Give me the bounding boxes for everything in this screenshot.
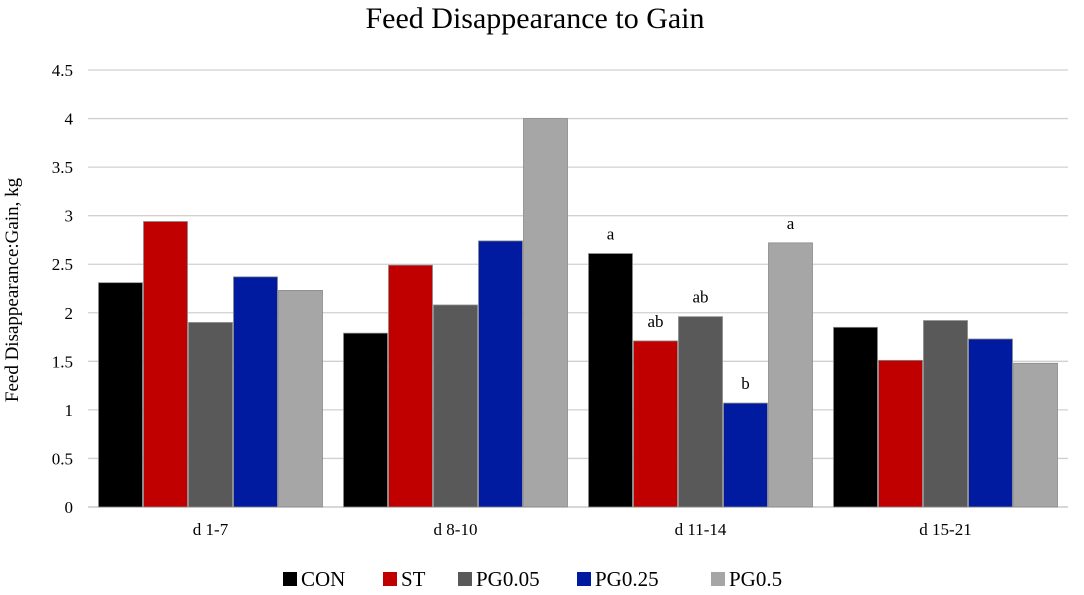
bar-pg05-0 xyxy=(279,290,323,507)
y-tick-label: 4.5 xyxy=(52,61,73,80)
bar-pg025-2 xyxy=(724,403,768,507)
significance-letter: ab xyxy=(647,312,663,331)
significance-letter: b xyxy=(741,374,750,393)
legend-swatch-pg005 xyxy=(458,572,472,586)
x-category-label: d 1-7 xyxy=(193,520,229,539)
significance-letter: a xyxy=(607,225,615,244)
legend-swatch-pg025 xyxy=(577,572,591,586)
bar-chart: Feed Disappearance to Gain Feed Disappea… xyxy=(0,0,1084,595)
bar-con-1 xyxy=(344,333,388,507)
bar-con-2 xyxy=(589,254,633,507)
bar-st-0 xyxy=(144,221,188,507)
y-tick-label: 3 xyxy=(65,207,74,226)
bar-pg005-0 xyxy=(189,322,233,507)
legend-swatch-pg05 xyxy=(711,572,725,586)
bar-pg005-3 xyxy=(924,321,968,507)
y-tick-label: 1.5 xyxy=(52,352,73,371)
y-tick-label: 3.5 xyxy=(52,158,73,177)
legend-label: PG0.05 xyxy=(476,567,540,591)
y-tick-label: 2.5 xyxy=(52,255,73,274)
significance-letter: ab xyxy=(692,288,708,307)
bar-pg005-1 xyxy=(434,305,478,507)
bar-pg025-0 xyxy=(234,277,278,507)
y-tick-label: 1 xyxy=(65,401,74,420)
bar-pg025-3 xyxy=(969,339,1013,507)
chart-title: Feed Disappearance to Gain xyxy=(365,2,704,35)
bar-pg05-1 xyxy=(524,119,568,507)
legend-label: ST xyxy=(401,567,426,591)
x-category-label: d 8-10 xyxy=(434,520,478,539)
y-tick-label: 4 xyxy=(65,110,74,129)
significance-letter: a xyxy=(787,214,795,233)
x-category-label: d 15-21 xyxy=(919,520,971,539)
x-axis-categories: d 1-7 d 8-10 d 11-14 d 15-21 xyxy=(193,520,972,539)
legend-label: CON xyxy=(301,567,345,591)
bar-pg005-2 xyxy=(679,317,723,507)
bar-st-1 xyxy=(389,265,433,507)
y-tick-label: 0 xyxy=(65,498,74,517)
x-category-label: d 11-14 xyxy=(675,520,727,539)
legend-label: PG0.25 xyxy=(595,567,659,591)
y-axis-ticks: 0 0.5 1 1.5 2 2.5 3 3.5 4 4.5 xyxy=(52,61,74,517)
bar-pg05-2 xyxy=(769,243,813,507)
bar-pg05-3 xyxy=(1014,363,1058,507)
y-tick-label: 0.5 xyxy=(52,449,73,468)
y-axis-label: Feed Disappearance:Gain, kg xyxy=(2,177,23,402)
legend-swatch-st xyxy=(383,572,397,586)
bar-con-0 xyxy=(99,283,143,507)
legend-swatch-con xyxy=(283,572,297,586)
legend: CON ST PG0.05 PG0.25 PG0.5 xyxy=(283,567,782,591)
bar-con-3 xyxy=(834,327,878,507)
legend-label: PG0.5 xyxy=(729,567,782,591)
bar-pg025-1 xyxy=(479,241,523,507)
bar-st-3 xyxy=(879,360,923,507)
bar-st-2 xyxy=(634,341,678,507)
y-tick-label: 2 xyxy=(65,304,74,323)
